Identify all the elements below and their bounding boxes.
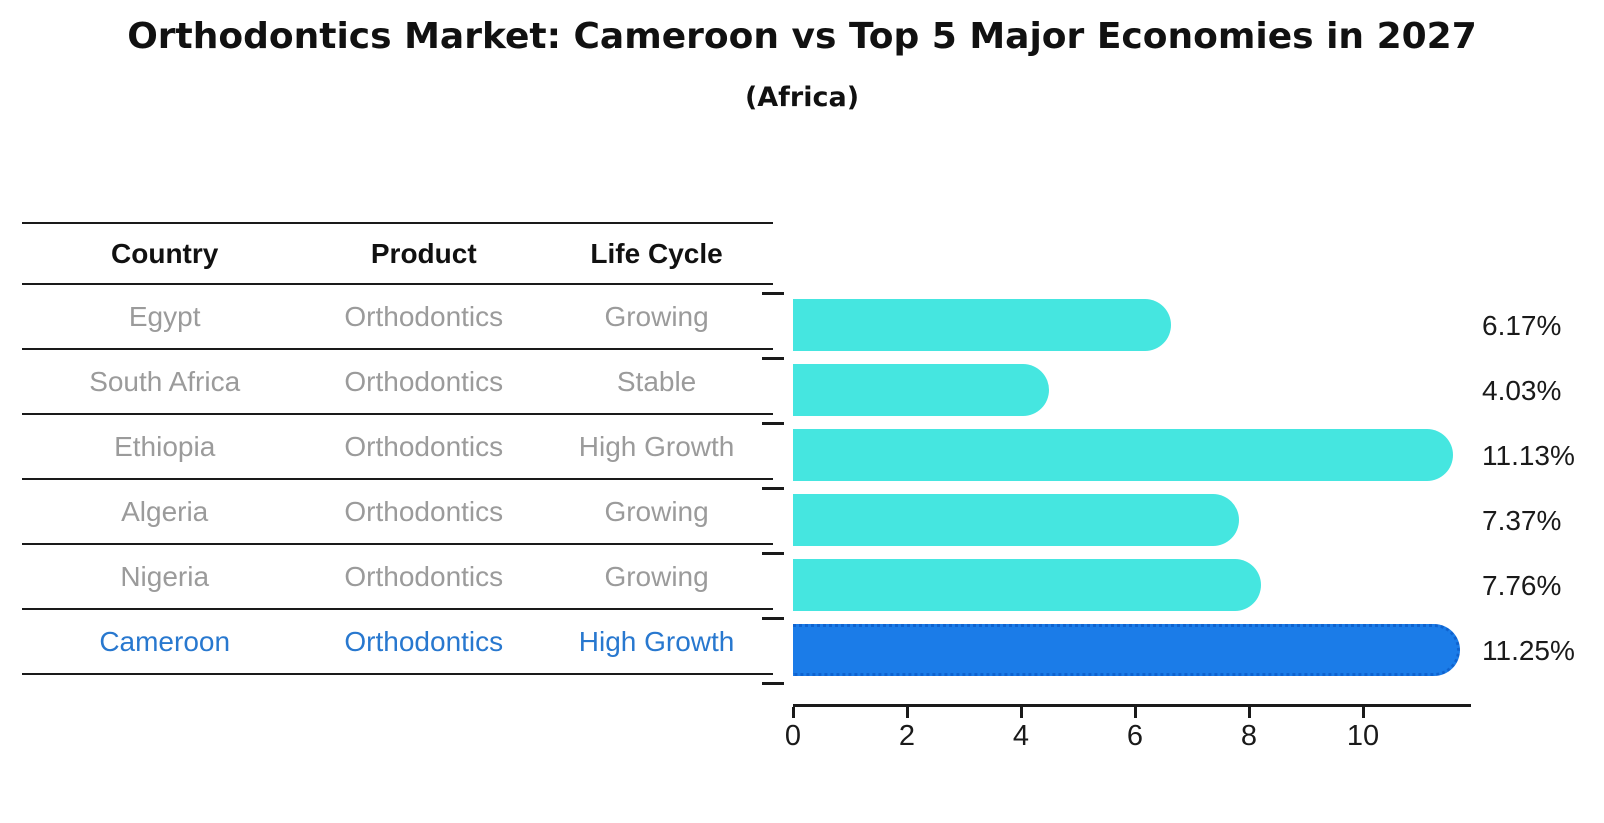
- bar-row-south-africa: [793, 358, 1470, 423]
- y-axis-ticks: [762, 292, 784, 685]
- x-axis-ticks: 0 2 4 6 8 10: [785, 707, 1471, 757]
- bar-row-algeria: [793, 488, 1470, 553]
- x-tick-label: 0: [784, 720, 802, 752]
- x-tick-mark: [906, 707, 909, 718]
- value-label-nigeria: 7.76%: [1482, 570, 1562, 601]
- column-header-product: Product: [370, 237, 477, 269]
- cell-country: South Africa: [89, 365, 241, 397]
- cell-life-cycle: Growing: [604, 495, 709, 527]
- y-tick-mark: [762, 617, 784, 620]
- table-row: Algeria Orthodontics Growing: [22, 480, 773, 545]
- x-tick-mark: [1248, 707, 1251, 718]
- bar-ethiopia: [793, 429, 1453, 481]
- x-tick-label: 8: [1240, 720, 1258, 752]
- data-table: Country Product Life Cycle Egypt Orthodo…: [22, 222, 773, 675]
- x-axis-line: [793, 704, 1471, 707]
- cell-life-cycle: Growing: [604, 560, 709, 592]
- cell-life-cycle: Stable: [616, 365, 697, 397]
- x-tick-label: 4: [1012, 720, 1030, 752]
- cell-life-cycle: High Growth: [578, 625, 735, 657]
- cell-life-cycle: High Growth: [578, 430, 735, 462]
- table-row: Ethiopia Orthodontics High Growth: [22, 415, 773, 480]
- bar-row-ethiopia: [793, 423, 1470, 488]
- cell-product: Orthodontics: [344, 430, 504, 462]
- y-tick-mark: [762, 552, 784, 555]
- table-header-row: Country Product Life Cycle: [22, 222, 773, 285]
- cell-product: Orthodontics: [344, 495, 504, 527]
- cell-product: Orthodontics: [344, 300, 504, 332]
- table-row: South Africa Orthodontics Stable: [22, 350, 773, 415]
- value-label-algeria: 7.37%: [1482, 505, 1562, 536]
- bar-south-africa: [793, 364, 1049, 416]
- value-labels: 6.17% 4.03% 11.13% 7.37% 7.76% 11.25%: [1482, 293, 1602, 683]
- x-tick-mark: [1362, 707, 1365, 718]
- table-row: Egypt Orthodontics Growing: [22, 285, 773, 350]
- y-tick-mark: [762, 487, 784, 490]
- x-tick-label: 10: [1346, 720, 1380, 752]
- cell-country: Nigeria: [120, 560, 210, 592]
- x-tick-mark: [1134, 707, 1137, 718]
- cell-country: Egypt: [128, 300, 201, 332]
- cell-product: Orthodontics: [344, 365, 504, 397]
- cell-product: Orthodontics: [344, 560, 504, 592]
- bar-cameroon-highlighted: [793, 624, 1460, 676]
- table-row-cameroon-highlight: Cameroon Orthodontics High Growth: [22, 610, 773, 675]
- bar-egypt: [793, 299, 1171, 351]
- cell-product: Orthodontics: [344, 625, 504, 657]
- table-row: Nigeria Orthodontics Growing: [22, 545, 773, 610]
- bar-row-cameroon: [793, 618, 1470, 683]
- cell-country: Cameroon: [99, 625, 231, 657]
- bar-row-egypt: [793, 293, 1470, 358]
- bar-plot-area: [793, 293, 1470, 683]
- x-tick-mark: [792, 707, 795, 718]
- y-tick-mark: [762, 682, 784, 685]
- value-label-egypt: 6.17%: [1482, 310, 1562, 341]
- value-label-ethiopia: 11.13%: [1482, 440, 1575, 471]
- value-label-cameroon: 11.25%: [1482, 635, 1575, 666]
- cell-country: Algeria: [121, 495, 209, 527]
- y-tick-mark: [762, 422, 784, 425]
- cell-country: Ethiopia: [114, 430, 216, 462]
- x-tick-label: 6: [1126, 720, 1144, 752]
- bar-algeria: [793, 494, 1239, 546]
- cell-life-cycle: Growing: [604, 300, 709, 332]
- chart-title: Orthodontics Market: Cameroon vs Top 5 M…: [127, 16, 1477, 57]
- x-tick-mark: [1020, 707, 1023, 718]
- x-tick-label: 2: [898, 720, 916, 752]
- y-tick-mark: [762, 357, 784, 360]
- column-header-country: Country: [111, 237, 219, 269]
- bar-row-nigeria: [793, 553, 1470, 618]
- chart-subtitle: (Africa): [744, 82, 860, 113]
- bar-nigeria: [793, 559, 1261, 611]
- column-header-life-cycle: Life Cycle: [590, 237, 723, 269]
- value-label-south-africa: 4.03%: [1482, 375, 1562, 406]
- y-tick-mark: [762, 292, 784, 295]
